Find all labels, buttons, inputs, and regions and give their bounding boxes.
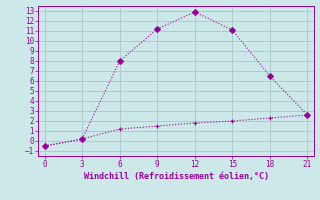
X-axis label: Windchill (Refroidissement éolien,°C): Windchill (Refroidissement éolien,°C) [84, 172, 268, 181]
